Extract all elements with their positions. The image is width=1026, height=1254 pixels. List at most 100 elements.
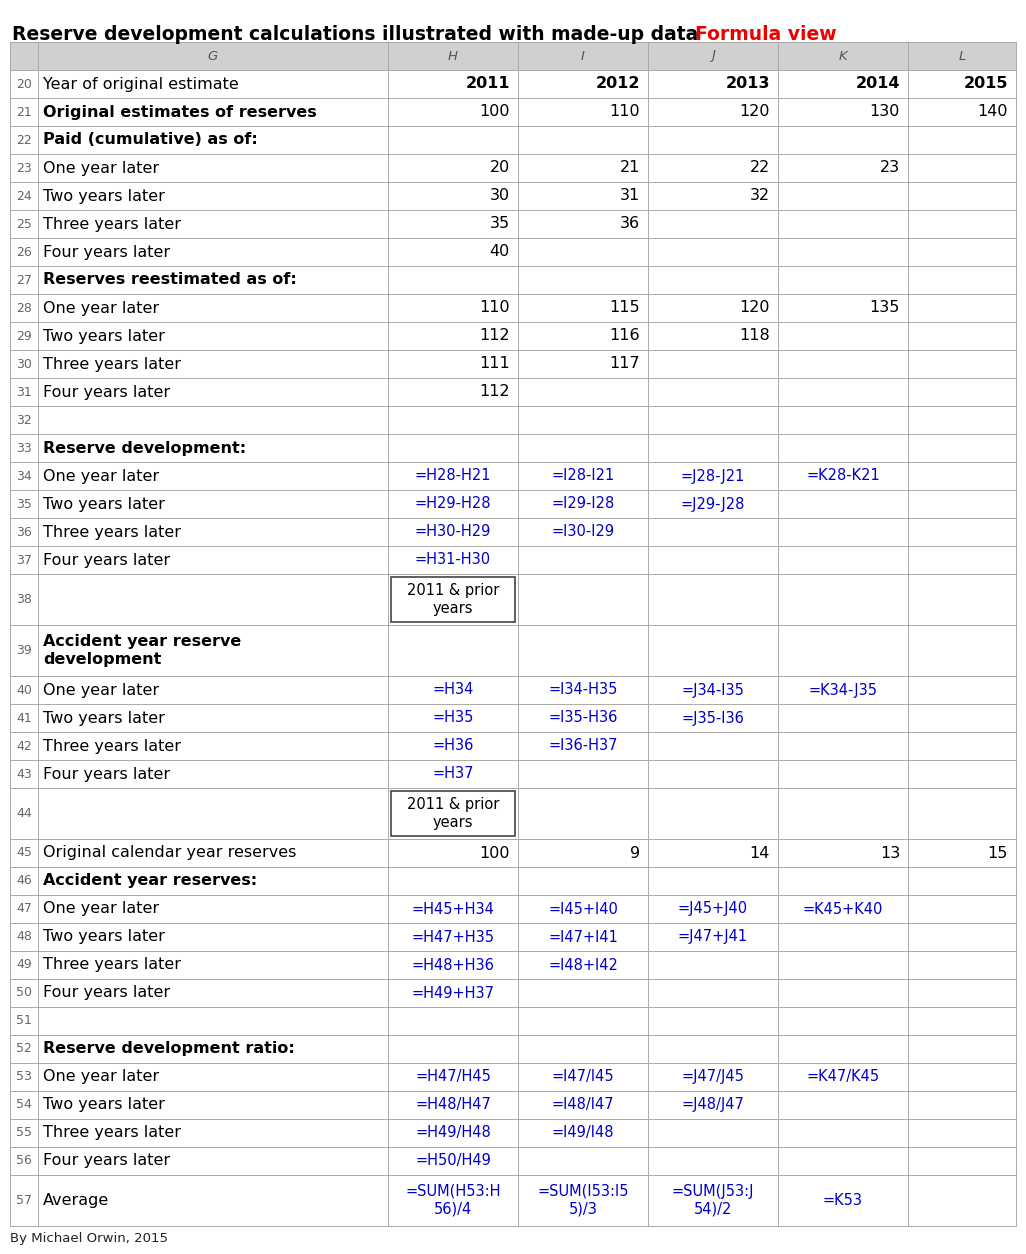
Text: 57: 57 [16, 1194, 32, 1208]
Bar [10, 1119, 1016, 1147]
Bar [10, 434, 1016, 461]
Text: =I47/I45: =I47/I45 [552, 1070, 615, 1085]
Text: 120: 120 [740, 104, 770, 119]
Text: =K28-K21: =K28-K21 [806, 469, 880, 484]
Text: =J29-J28: =J29-J28 [681, 497, 745, 512]
Text: Two years later: Two years later [43, 497, 165, 512]
Text: Two years later: Two years later [43, 929, 165, 944]
Text: 46: 46 [16, 874, 32, 888]
Text: K: K [838, 49, 847, 63]
Text: =I49/I48: =I49/I48 [552, 1126, 615, 1140]
Text: =I29-I28: =I29-I28 [551, 497, 615, 512]
Bar [10, 1175, 1016, 1226]
Text: Four years later: Four years later [43, 245, 170, 260]
Text: 43: 43 [16, 767, 32, 780]
Text: One year later: One year later [43, 1070, 159, 1085]
Bar [10, 703, 1016, 732]
Text: 30: 30 [489, 188, 510, 203]
Text: 14: 14 [750, 845, 770, 860]
Text: =K34-J35: =K34-J35 [808, 682, 877, 697]
Text: 100: 100 [479, 104, 510, 119]
Bar [391, 791, 515, 836]
Bar [10, 1035, 1016, 1063]
Text: =J47+J41: =J47+J41 [678, 929, 748, 944]
Text: =H34: =H34 [432, 682, 474, 697]
Text: 53: 53 [16, 1071, 32, 1083]
Bar [10, 490, 1016, 518]
Text: =J28-J21: =J28-J21 [681, 469, 745, 484]
Text: =H50/H49: =H50/H49 [416, 1154, 490, 1169]
Text: Three years later: Three years later [43, 524, 181, 539]
Bar [391, 577, 515, 622]
Text: =I45+I40: =I45+I40 [548, 902, 618, 917]
Text: =K45+K40: =K45+K40 [802, 902, 883, 917]
Text: 36: 36 [16, 525, 32, 538]
Text: =I47+I41: =I47+I41 [548, 929, 618, 944]
Text: Two years later: Two years later [43, 1097, 165, 1112]
Text: 51: 51 [16, 1014, 32, 1027]
Text: 112: 112 [479, 329, 510, 344]
Text: =J45+J40: =J45+J40 [678, 902, 748, 917]
Text: 47: 47 [16, 903, 32, 915]
Text: 52: 52 [16, 1042, 32, 1056]
Text: =J35-I36: =J35-I36 [681, 711, 745, 726]
Text: 13: 13 [879, 845, 900, 860]
Text: =SUM(J53:J
54)/2: =SUM(J53:J 54)/2 [672, 1184, 754, 1216]
Text: 49: 49 [16, 958, 32, 972]
Text: Average: Average [43, 1193, 109, 1208]
Text: =J48/J47: =J48/J47 [681, 1097, 745, 1112]
Text: Three years later: Three years later [43, 958, 181, 973]
Text: Four years later: Four years later [43, 553, 170, 568]
Text: =H30-H29: =H30-H29 [415, 524, 491, 539]
Bar [10, 209, 1016, 238]
Text: 112: 112 [479, 385, 510, 400]
Text: =H49+H37: =H49+H37 [411, 986, 495, 1001]
Bar [10, 293, 1016, 322]
Text: 44: 44 [16, 808, 32, 820]
Text: Year of original estimate: Year of original estimate [43, 76, 239, 92]
Text: Reserve development:: Reserve development: [43, 440, 246, 455]
Text: Reserves reestimated as of:: Reserves reestimated as of: [43, 272, 297, 287]
Text: =H28-H21: =H28-H21 [415, 469, 491, 484]
Text: 30: 30 [16, 357, 32, 370]
Text: 33: 33 [16, 441, 32, 454]
Text: 27: 27 [16, 273, 32, 286]
Text: =J47/J45: =J47/J45 [681, 1070, 745, 1085]
Text: Reserve development ratio:: Reserve development ratio: [43, 1042, 294, 1057]
Text: 31: 31 [16, 385, 32, 399]
Text: 2013: 2013 [725, 76, 770, 92]
Text: 26: 26 [16, 246, 32, 258]
Text: 29: 29 [16, 330, 32, 342]
Bar [10, 406, 1016, 434]
Text: =K53: =K53 [823, 1193, 863, 1208]
Text: 35: 35 [489, 217, 510, 232]
Text: 135: 135 [870, 301, 900, 316]
Text: Two years later: Two years later [43, 329, 165, 344]
Text: Four years later: Four years later [43, 1154, 170, 1169]
Text: One year later: One year later [43, 902, 159, 917]
Text: Three years later: Three years later [43, 739, 181, 754]
Text: =J34-I35: =J34-I35 [681, 682, 745, 697]
Text: 39: 39 [16, 645, 32, 657]
Text: =I35-H36: =I35-H36 [548, 711, 618, 726]
Bar [10, 979, 1016, 1007]
Text: 111: 111 [479, 356, 510, 371]
Bar [10, 70, 1016, 98]
Text: 54: 54 [16, 1099, 32, 1111]
Text: One year later: One year later [43, 161, 159, 176]
Bar [10, 732, 1016, 760]
Text: Three years later: Three years later [43, 217, 181, 232]
Text: =I34-H35: =I34-H35 [548, 682, 618, 697]
Text: Four years later: Four years later [43, 766, 170, 781]
Text: 40: 40 [489, 245, 510, 260]
Text: 2015: 2015 [963, 76, 1008, 92]
Text: =I30-I29: =I30-I29 [551, 524, 615, 539]
Text: 9: 9 [630, 845, 640, 860]
Text: 24: 24 [16, 189, 32, 202]
Bar [10, 125, 1016, 154]
Bar [10, 518, 1016, 545]
Bar [10, 1007, 1016, 1035]
Bar [10, 41, 1016, 70]
Text: 35: 35 [16, 498, 32, 510]
Text: One year later: One year later [43, 682, 159, 697]
